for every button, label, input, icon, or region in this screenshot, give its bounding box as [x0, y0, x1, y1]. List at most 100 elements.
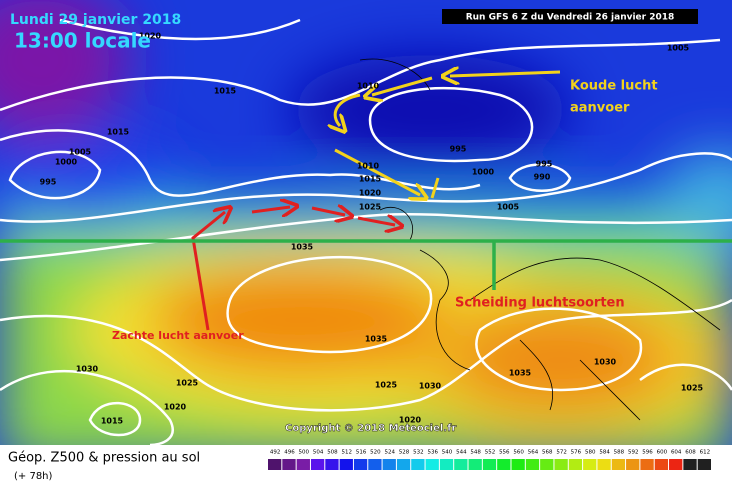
scale-label: 596: [642, 450, 653, 456]
isobar-label: 990: [534, 173, 551, 182]
isobar-label: 1030: [419, 382, 442, 391]
scale-swatch: [669, 459, 683, 470]
scale-swatch: [554, 459, 568, 470]
scale-label: 560: [513, 450, 524, 456]
isobar-label: 1025: [375, 381, 398, 390]
isobar-label: 1015: [107, 128, 130, 137]
scale-label: 592: [628, 450, 639, 456]
cold-arrows: [335, 72, 561, 198]
scale-swatch: [439, 459, 454, 470]
scale-swatch: [468, 459, 482, 470]
scale-swatch: [683, 459, 697, 470]
warm-arrows: [191, 207, 395, 331]
scale-label: 600: [657, 450, 668, 456]
isobar-label: 1035: [365, 335, 388, 344]
isobar-label: 1035: [291, 243, 314, 252]
scale-label: 540: [442, 450, 453, 456]
isobar-label: 1025: [359, 203, 382, 212]
scale-swatch: [497, 459, 511, 470]
scale-swatch: [396, 459, 411, 470]
scale-swatch: [310, 459, 325, 470]
scale-label: 524: [384, 450, 395, 456]
annotation: aanvoer: [570, 101, 630, 116]
date: Lundi 29 janvier 2018: [10, 12, 181, 28]
scale-swatch: [640, 459, 654, 470]
scale-label: 568: [542, 450, 553, 456]
scale-swatch: [382, 459, 396, 470]
isobar-label: 1015: [359, 175, 382, 184]
isobar-label: 1005: [667, 44, 690, 53]
isobar-label: 1000: [55, 158, 78, 167]
scale-label: 604: [671, 450, 682, 456]
scale-label: 556: [499, 450, 510, 456]
annotation: Scheiding luchtsoorten: [455, 296, 625, 311]
scale-swatch: [540, 459, 554, 470]
isobar-label: 1015: [101, 417, 124, 426]
isobar-label: 1000: [472, 168, 495, 177]
isobar-label: 1010: [357, 82, 380, 91]
scale-label: 500: [299, 450, 310, 456]
isobar-label: 995: [40, 178, 57, 187]
scale-swatch: [568, 459, 583, 470]
scale-label: 580: [585, 450, 596, 456]
scale-swatch: [425, 459, 439, 470]
scale-label: 564: [528, 450, 539, 456]
scale-label: 496: [284, 450, 295, 456]
isobar-label: 1020: [359, 189, 382, 198]
isobar-label: 995: [450, 145, 467, 154]
footer-lead: (+ 78h): [14, 471, 53, 482]
isobar-label: 1025: [681, 384, 704, 393]
scale-label: 572: [556, 450, 567, 456]
footer-title: Géop. Z500 & pression au sol: [8, 451, 200, 466]
scale-swatch: [511, 459, 525, 470]
scale-swatch: [353, 459, 368, 470]
scale-swatch: [697, 459, 711, 470]
scale-swatch: [325, 459, 339, 470]
scale-swatch: [597, 459, 611, 470]
run-box: [442, 9, 698, 24]
scale-label: 608: [685, 450, 696, 456]
scale-swatch: [525, 459, 540, 470]
scale-label: 508: [327, 450, 338, 456]
scale-label: 504: [313, 450, 324, 456]
scale-label: 528: [399, 450, 410, 456]
background: 1020101510151005100099510109951000995990…: [0, 0, 732, 445]
scale-label: 536: [427, 450, 438, 456]
isobar-label: 1005: [69, 148, 92, 157]
scale-swatch: [482, 459, 497, 470]
scale-swatch: [654, 459, 669, 470]
scale-label: 512: [342, 450, 353, 456]
scale-swatch: [411, 459, 425, 470]
scale-label: 532: [413, 450, 424, 456]
scale-label: 588: [614, 450, 625, 456]
scale-swatch: [339, 459, 353, 470]
isobar-label: 1025: [176, 379, 199, 388]
scale-swatch: [454, 459, 468, 470]
isobar-label: 1035: [509, 369, 532, 378]
scale-label: 552: [485, 450, 496, 456]
time: 13:00 locale: [14, 29, 151, 53]
run: Run GFS 6 Z du Vendredi 26 janvier 2018: [466, 13, 675, 23]
isobar-label: 1020: [139, 32, 162, 41]
isobar-labels: 1020101510151005100099510109951000995990…: [40, 32, 704, 426]
scale-label: 576: [571, 450, 582, 456]
scale-label: 548: [470, 450, 481, 456]
scale-label: 544: [456, 450, 467, 456]
scale-swatch: [268, 459, 282, 470]
isobar-label: 1020: [164, 403, 187, 412]
annotation: Zachte lucht aanvoer: [112, 329, 244, 342]
annotation: Koude lucht: [570, 79, 658, 94]
isobar-label: 1030: [76, 365, 99, 374]
color-scale: 492 496 500 504 508 512 516 520 524 528 532 536 540 5…: [268, 450, 711, 470]
isobar-label: 995: [536, 160, 553, 169]
isobar-label: 1010: [357, 162, 380, 171]
scale-swatch: [583, 459, 597, 470]
copyright: Copyright © 2018 Meteociel.fr: [285, 423, 456, 434]
scale-swatch: [626, 459, 640, 470]
scale-label: 516: [356, 450, 367, 456]
scale-label: 520: [370, 450, 381, 456]
scale-swatch: [611, 459, 626, 470]
coastlines: [359, 58, 721, 421]
